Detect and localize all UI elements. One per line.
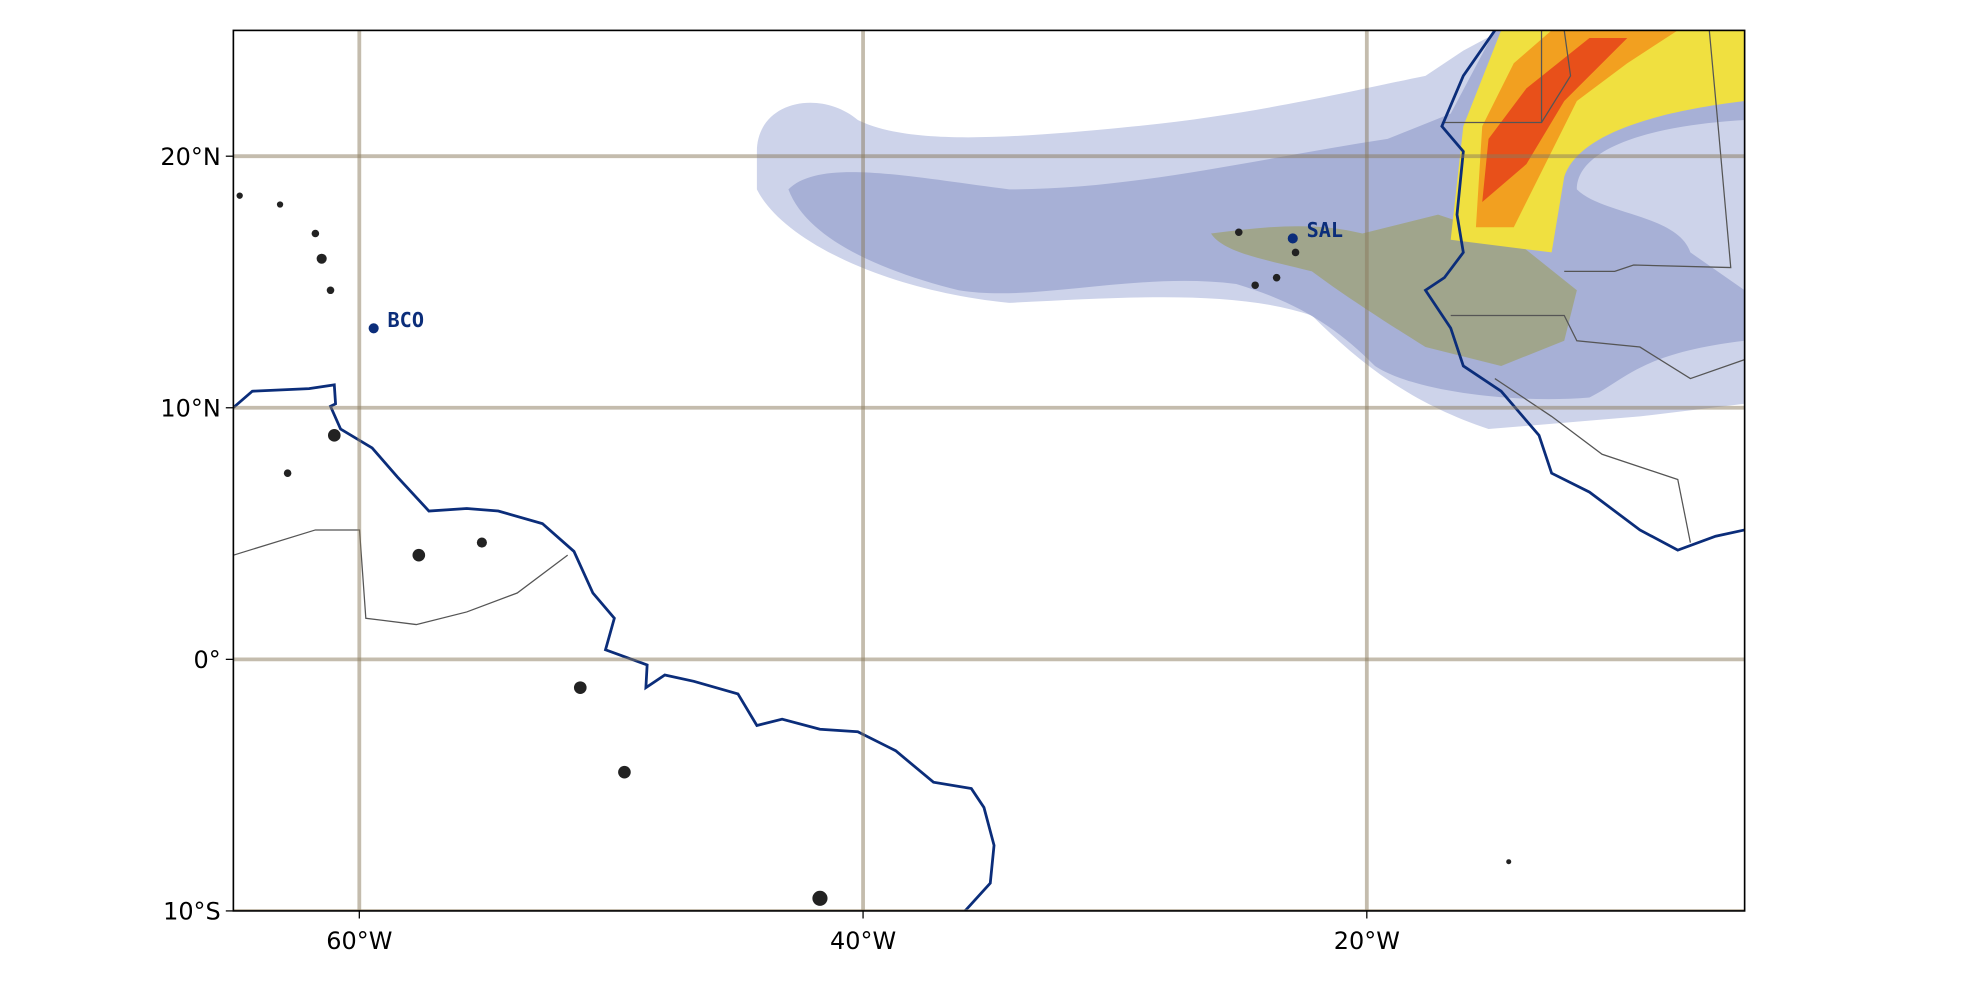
stations: BCO SAL bbox=[368, 218, 1343, 334]
x-tick-label: 60°W bbox=[326, 927, 392, 955]
station-marker bbox=[368, 323, 379, 334]
borders bbox=[233, 30, 1745, 626]
y-tick-label: 10°N bbox=[160, 395, 220, 423]
dust-plume bbox=[756, 30, 1745, 430]
x-tick-label: 20°W bbox=[1334, 927, 1400, 955]
station-label: SAL bbox=[1307, 218, 1343, 242]
map-area bbox=[233, 30, 1745, 911]
islands bbox=[236, 192, 1512, 906]
graticule bbox=[233, 30, 1745, 911]
axis-ticks: 60°W 40°W 20°W 10°S 0° 10°N 20°N bbox=[160, 143, 1399, 955]
station-label: BCO bbox=[388, 308, 424, 332]
coastline bbox=[233, 30, 1745, 911]
station-marker bbox=[1287, 233, 1298, 244]
y-tick-label: 0° bbox=[194, 646, 221, 674]
map-frame bbox=[232, 29, 1746, 912]
y-tick-label: 10°S bbox=[163, 898, 221, 926]
y-tick-label: 20°N bbox=[160, 143, 220, 171]
x-tick-label: 40°W bbox=[830, 927, 896, 955]
